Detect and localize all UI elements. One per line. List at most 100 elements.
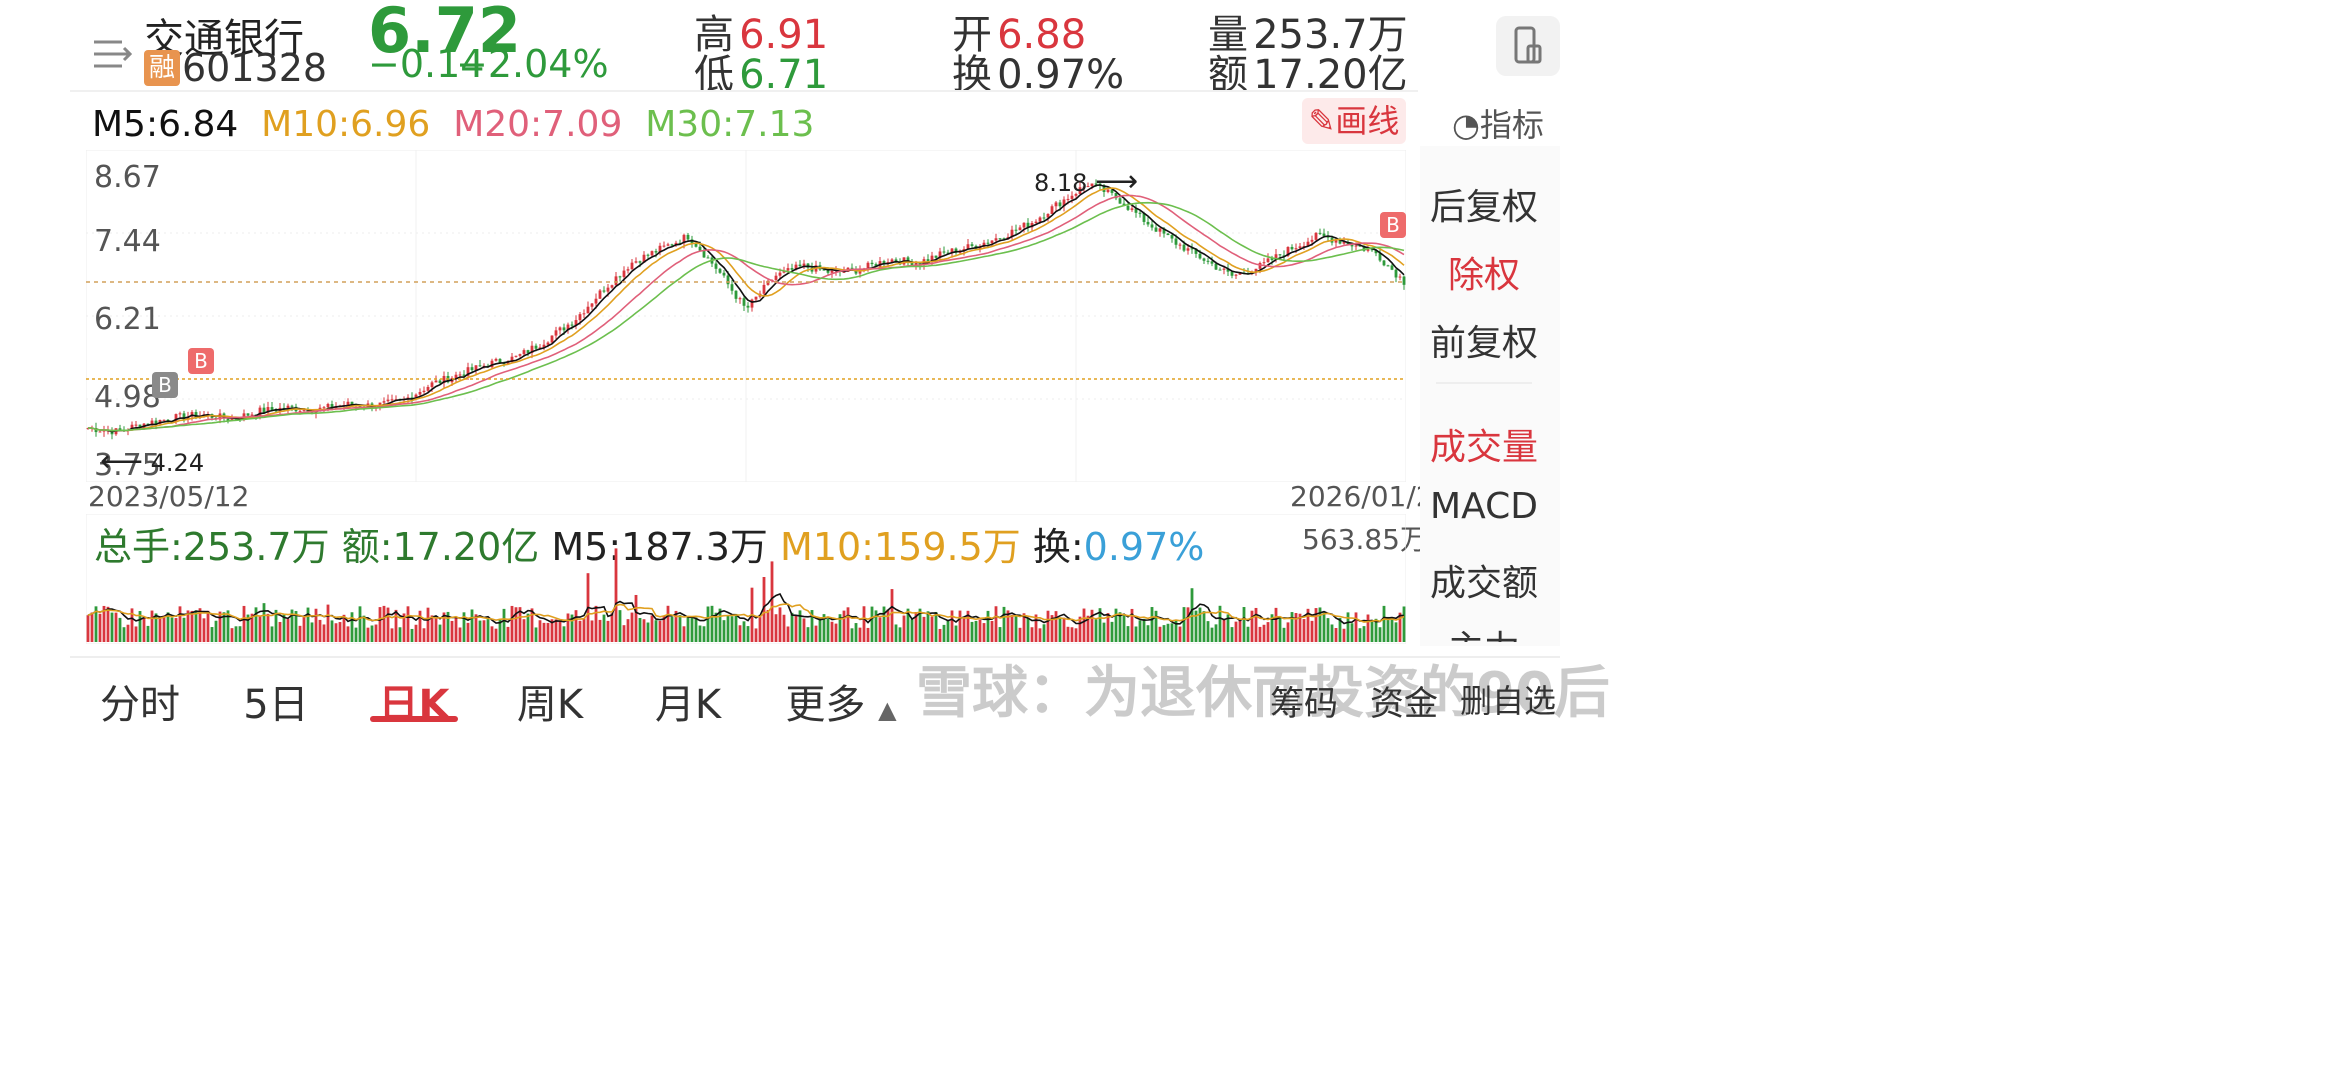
draw-line-button[interactable]: ✎画线 (1302, 98, 1406, 144)
candle (562, 327, 566, 331)
volume-bar (438, 624, 442, 642)
candle (1074, 194, 1078, 196)
volume-bar (114, 612, 118, 642)
candle (606, 287, 610, 292)
adjust-pre[interactable]: 前复权 (1429, 323, 1538, 364)
candle (1174, 238, 1178, 245)
price-change: −0.14 (368, 42, 485, 86)
candle (1190, 248, 1194, 250)
volume-bar (634, 594, 638, 642)
volume-bar (442, 612, 446, 642)
candle (346, 401, 350, 406)
indicator-amount[interactable]: 成交额 (1429, 563, 1538, 604)
volume-bar (1334, 628, 1338, 642)
tab-weekly-k[interactable]: 周K (516, 682, 584, 728)
candle (1130, 208, 1134, 210)
chips-button[interactable]: 筹码 (1270, 684, 1338, 724)
volume-bar (734, 613, 738, 642)
volume-bar (742, 621, 746, 642)
volume-bar (626, 619, 630, 642)
candle (1114, 192, 1118, 199)
candle (906, 257, 910, 262)
candle (1386, 265, 1390, 267)
volume-bar (346, 626, 350, 642)
landscape-toggle-button[interactable] (1496, 16, 1560, 76)
candle (418, 391, 422, 395)
candle (1314, 232, 1318, 240)
volume-bar (378, 607, 382, 642)
volume-bar (1082, 608, 1086, 642)
y-tick-1: 8.67 (94, 160, 161, 195)
indicator-main-force[interactable]: 主力 (1384, 620, 1584, 642)
volume-bar (914, 611, 918, 642)
volume-bar (698, 625, 702, 642)
kline-chart[interactable] (86, 150, 1406, 482)
volume-chart[interactable] (86, 514, 1406, 644)
tab-monthly-k[interactable]: 月K (654, 682, 722, 728)
volume-bar (334, 623, 338, 642)
candle (118, 428, 122, 430)
candle (794, 264, 798, 270)
candle (570, 324, 574, 326)
volume-bar (518, 607, 522, 642)
arrow-right-icon: ⟶ (1095, 164, 1139, 199)
high-annotation-value: 8.18 (1034, 169, 1088, 197)
volume-bar (978, 619, 982, 642)
volume-bar (622, 625, 626, 642)
candle (474, 365, 478, 371)
buy-marker-red-1[interactable]: B (188, 348, 214, 374)
indicator-macd[interactable]: MACD (1430, 486, 1538, 527)
candle (1238, 272, 1242, 275)
candle (786, 268, 790, 271)
candle (1382, 260, 1386, 266)
volume-bar (1206, 621, 1210, 642)
volume-bar (554, 619, 558, 642)
volume-bar (462, 612, 466, 642)
ma10-value: M10:6.96 (261, 104, 431, 145)
menu-icon[interactable] (92, 34, 133, 74)
volume-bar (1222, 619, 1226, 642)
volume-bar (478, 620, 482, 642)
candle (1010, 229, 1014, 238)
volume-bar (534, 627, 538, 642)
buy-marker-red-2[interactable]: B (1380, 212, 1406, 238)
volume-bar (454, 617, 458, 642)
candle (582, 313, 586, 315)
remove-watchlist-button[interactable]: 删自选 (1459, 682, 1556, 720)
tab-5day[interactable]: 5日 (243, 682, 309, 728)
gauge-icon: ◔ (1452, 106, 1480, 144)
capital-button[interactable]: 资金 (1370, 684, 1438, 724)
phone-rotate-icon (1514, 26, 1542, 64)
volume-bar (354, 627, 358, 642)
adjust-post[interactable]: 后复权 (1429, 187, 1538, 228)
volume-bar (1130, 608, 1134, 642)
volume-bar (814, 625, 818, 642)
candle (1182, 244, 1186, 251)
volume-bar (1026, 618, 1030, 642)
candle (478, 365, 482, 367)
volume-bar (434, 617, 438, 642)
rong-badge: 融 (144, 50, 180, 86)
adjust-ex-rights[interactable]: 除权 (1447, 255, 1520, 296)
indicator-volume[interactable]: 成交量 (1429, 427, 1538, 468)
volume-bar (226, 610, 230, 642)
candle (1402, 276, 1406, 285)
header-divider (70, 90, 1418, 92)
candle (138, 424, 142, 429)
buy-marker-gray[interactable]: B (152, 372, 178, 398)
tab-more[interactable]: 更多 ▲ (776, 672, 906, 730)
volume-bar (858, 627, 862, 642)
candle (1378, 253, 1382, 261)
volume-bar (422, 628, 426, 642)
tab-intraday[interactable]: 分时 (100, 682, 180, 728)
volume-bar (470, 609, 474, 642)
volume-bar (1174, 620, 1178, 642)
candle (938, 251, 942, 258)
candle (614, 276, 618, 286)
volume-bar (374, 624, 378, 642)
buy-marker-red-1-label: B (194, 349, 208, 373)
volume-bar (154, 613, 158, 642)
volume-bar (298, 625, 302, 642)
volume-bar (134, 626, 138, 642)
indicator-button[interactable]: ◔指标 (1452, 100, 1544, 146)
